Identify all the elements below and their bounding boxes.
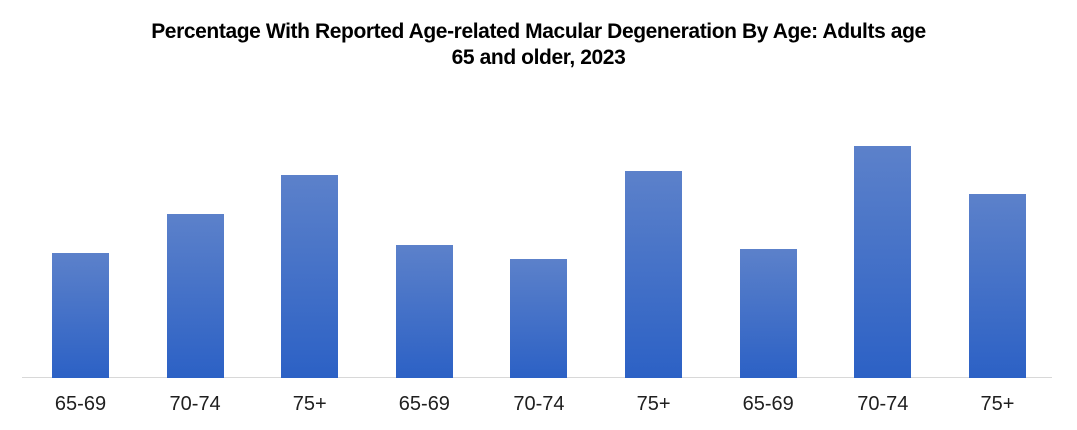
x-axis-label: 75+ [292, 393, 327, 415]
x-axis-label: 65-69 [398, 393, 450, 415]
bar [281, 175, 339, 378]
x-axis-label: 70-74 [857, 393, 909, 415]
x-axis-label: 70-74 [169, 393, 221, 415]
x-axis-label: 65-69 [54, 393, 107, 415]
bar [968, 194, 1026, 378]
x-axis-labels: 65-69 70-74 75+ 65-69 70-74 75+ 65-69 70-74 75+ [22, 392, 1052, 418]
bar [625, 170, 683, 378]
x-axis-label: 75+ [980, 393, 1015, 415]
plot-area [22, 100, 1052, 378]
bar [854, 146, 912, 378]
chart-title-line1: Percentage With Reported Age-related Mac… [151, 20, 926, 43]
bar [395, 244, 453, 378]
bar [510, 259, 568, 378]
bar [166, 214, 224, 378]
chart-title-line2: 65 and older, 2023 [451, 46, 626, 69]
bar [739, 249, 797, 378]
x-axis-label: 70-74 [513, 393, 565, 415]
x-axis-label: 65-69 [742, 393, 794, 415]
chart-title: Percentage With Reported Age-related Mac… [0, 19, 1077, 71]
x-axis-label: 75+ [636, 393, 671, 415]
bar [52, 253, 109, 378]
